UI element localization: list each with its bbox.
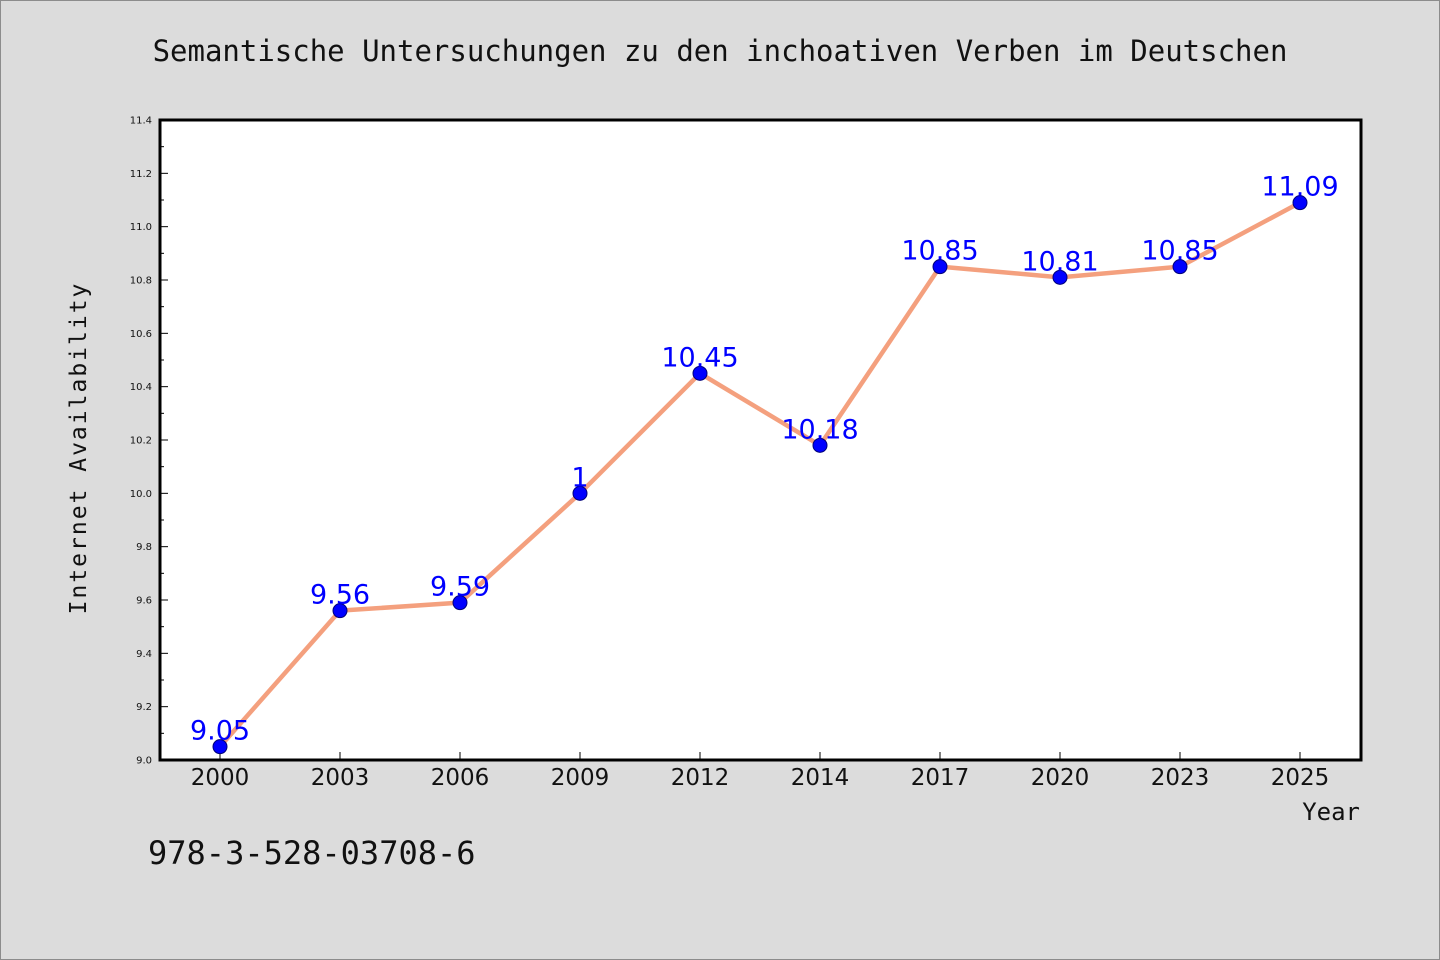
data-label: 11.09 (1261, 172, 1338, 203)
y-tick-label: 9.4 (136, 649, 152, 660)
y-tick-label: 10.6 (130, 329, 152, 340)
y-tick-label: 9.2 (136, 702, 152, 713)
y-axis-label: Internet Availability (66, 282, 92, 615)
x-tick-label: 2020 (1031, 765, 1090, 791)
data-point (692, 365, 708, 381)
y-tick-label: 9.8 (136, 542, 152, 553)
x-tick-label: 2017 (911, 765, 970, 791)
data-label: 10.85 (1141, 236, 1218, 267)
x-tick-label: 2003 (311, 765, 370, 791)
x-tick-label: 2009 (551, 765, 610, 791)
data-point (572, 485, 588, 501)
data-label: 9.56 (310, 580, 370, 611)
data-point (332, 603, 348, 619)
footer-text: 978-3-528-03708-6 (148, 834, 476, 872)
data-label: 10.45 (661, 342, 738, 373)
data-label: 9.59 (430, 572, 490, 603)
data-label: 9.05 (190, 716, 250, 747)
y-tick-label: 10.4 (130, 382, 152, 393)
data-point (812, 437, 828, 453)
data-label: 10.18 (781, 414, 858, 445)
data-point (1172, 259, 1188, 275)
y-axis: 9.0 9.2 9.4 9.6 9.8 10.0 10.2 10.4 10.6 10.8 11.0 1… (130, 116, 168, 767)
data-point (452, 595, 468, 611)
y-tick-label: 10.8 (130, 276, 152, 287)
data-point (932, 259, 948, 275)
y-tick-label: 10.2 (130, 436, 152, 447)
data-label: 10.81 (1021, 246, 1098, 277)
x-tick-label: 2025 (1271, 765, 1330, 791)
y-tick-label: 11.0 (130, 222, 152, 233)
y-tick-label: 9.0 (136, 756, 152, 767)
data-point (212, 739, 228, 755)
data-label: 1 (571, 462, 588, 493)
y-tick-label: 10.0 (130, 489, 152, 500)
y-tick-label: 9.6 (136, 596, 152, 607)
plot-area (158, 118, 1363, 762)
series-group: 9.05 9.56 9.59 1 10.45 10.18 10.85 10.81 10.85 11… (190, 172, 1339, 755)
y-tick-label: 11.2 (130, 169, 152, 180)
data-point (1052, 269, 1068, 285)
x-tick-label: 2006 (431, 765, 490, 791)
x-tick-label: 2012 (671, 765, 730, 791)
series-line (217, 200, 1303, 749)
x-tick-label: 2014 (791, 765, 850, 791)
y-tick-label: 11.4 (130, 116, 152, 127)
data-point (1292, 195, 1308, 211)
chart-title: Semantische Untersuchungen zu den inchoa… (152, 34, 1288, 68)
x-tick-label: 2000 (191, 765, 250, 791)
x-axis-label: Year (1302, 798, 1360, 826)
x-axis: 2000 2003 2006 2009 2012 2014 2017 2020 2023 2025 (191, 752, 1330, 791)
x-tick-label: 2023 (1151, 765, 1210, 791)
data-label: 10.85 (901, 236, 978, 267)
